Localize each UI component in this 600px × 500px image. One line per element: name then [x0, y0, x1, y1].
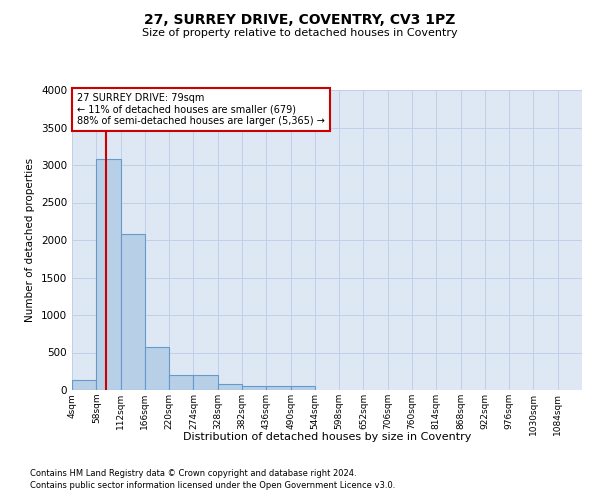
Y-axis label: Number of detached properties: Number of detached properties [25, 158, 35, 322]
Bar [121, 234, 145, 390]
Bar [218, 384, 242, 390]
Bar [266, 386, 290, 390]
Text: Size of property relative to detached houses in Coventry: Size of property relative to detached ho… [142, 28, 458, 38]
Bar [72, 380, 96, 390]
Bar [96, 159, 121, 390]
Text: Contains HM Land Registry data © Crown copyright and database right 2024.: Contains HM Land Registry data © Crown c… [30, 468, 356, 477]
Bar [242, 386, 266, 390]
Bar [145, 347, 169, 390]
Text: 27, SURREY DRIVE, COVENTRY, CV3 1PZ: 27, SURREY DRIVE, COVENTRY, CV3 1PZ [145, 12, 455, 26]
Text: 27 SURREY DRIVE: 79sqm
← 11% of detached houses are smaller (679)
88% of semi-de: 27 SURREY DRIVE: 79sqm ← 11% of detached… [77, 93, 325, 126]
Bar [169, 375, 193, 390]
Bar [193, 375, 218, 390]
Text: Distribution of detached houses by size in Coventry: Distribution of detached houses by size … [183, 432, 471, 442]
Bar [290, 386, 315, 390]
Text: Contains public sector information licensed under the Open Government Licence v3: Contains public sector information licen… [30, 481, 395, 490]
